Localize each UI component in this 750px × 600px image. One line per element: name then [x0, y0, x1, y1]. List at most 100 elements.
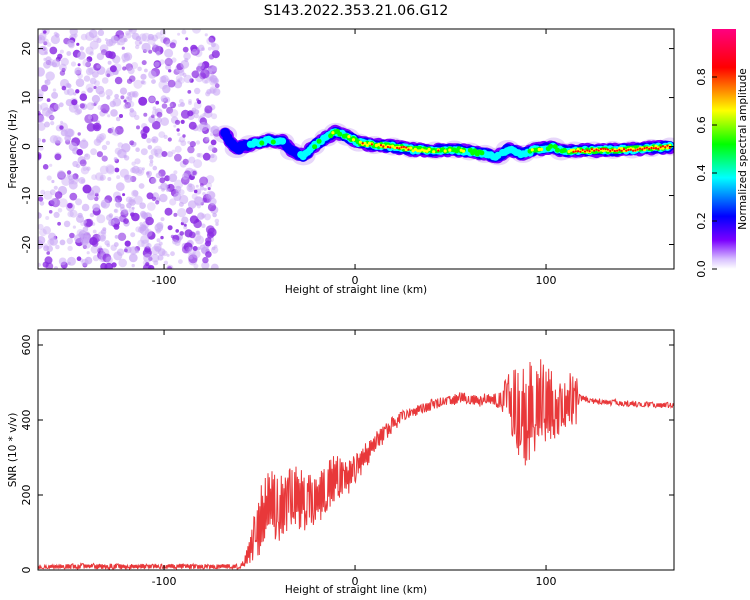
spectrogram-noise-region: [38, 29, 221, 269]
noise-blob: [66, 173, 71, 178]
noise-blob: [140, 73, 147, 80]
noise-blob: [130, 232, 136, 238]
signal-cell: [657, 147, 660, 150]
noise-blob: [128, 29, 137, 34]
noise-blob: [100, 262, 108, 269]
noise-blob: [177, 132, 181, 136]
noise-blob: [74, 70, 78, 75]
signal-cell: [661, 145, 665, 148]
noise-blob: [115, 71, 119, 75]
signal-cell: [648, 147, 651, 150]
noise-blob: [147, 174, 151, 179]
noise-blob: [138, 183, 145, 189]
noise-blob: [42, 226, 51, 235]
noise-blob: [149, 159, 154, 164]
noise-blob: [72, 173, 79, 180]
signal-cell: [316, 138, 322, 144]
signal-cell: [588, 150, 591, 153]
noise-blob: [195, 230, 201, 236]
noise-blob: [91, 185, 101, 195]
noise-blob: [148, 154, 154, 160]
noise-blob: [67, 39, 75, 48]
signal-cell: [659, 146, 662, 149]
signal-cell: [666, 144, 669, 147]
noise-blob: [82, 184, 92, 194]
colorbar-tick-label: 0.8: [695, 68, 708, 86]
signal-cell: [443, 149, 447, 153]
noise-blob: [70, 61, 77, 67]
noise-blob: [148, 95, 156, 104]
noise-blob: [89, 212, 95, 218]
noise-blob: [59, 239, 66, 246]
signal-cell: [402, 145, 405, 148]
noise-blob: [115, 182, 125, 192]
noise-blob: [92, 35, 100, 43]
signal-cell: [361, 142, 364, 145]
noise-blob: [153, 243, 162, 252]
noise-blob: [146, 192, 154, 200]
noise-blob: [38, 122, 46, 131]
noise-blob: [65, 99, 73, 107]
noise-blob: [179, 194, 189, 205]
signal-cell: [561, 147, 567, 153]
snr-ytick-label: 0: [20, 567, 33, 574]
noise-blob: [180, 102, 185, 107]
noise-blob: [141, 42, 151, 52]
spectrogram-ylabel: Frequency (Hz): [7, 109, 19, 188]
noise-blob: [140, 148, 148, 156]
signal-cell: [537, 147, 541, 152]
noise-blob: [174, 80, 183, 89]
noise-blob: [208, 144, 215, 151]
signal-cell: [595, 148, 598, 151]
noise-blob: [158, 185, 162, 190]
signal-cell: [611, 148, 614, 151]
noise-blob: [123, 209, 129, 214]
noise-blob: [133, 195, 143, 205]
noise-blob: [54, 191, 63, 199]
noise-blob: [96, 64, 101, 69]
noise-blob: [99, 165, 109, 175]
noise-blob: [168, 173, 178, 183]
signal-cell: [576, 147, 580, 151]
noise-blob: [181, 245, 190, 254]
noise-blob: [141, 80, 147, 85]
noise-blob: [136, 125, 140, 130]
noise-blob: [99, 133, 107, 140]
noise-blob: [124, 102, 131, 109]
noise-blob: [169, 101, 177, 109]
noise-blob: [76, 256, 82, 262]
noise-blob: [92, 71, 99, 78]
noise-blob: [59, 70, 66, 76]
signal-cell: [581, 148, 584, 151]
noise-blob: [186, 207, 193, 215]
noise-blob: [155, 228, 161, 234]
noise-blob: [113, 197, 119, 203]
noise-blob: [173, 124, 177, 128]
noise-blob: [88, 29, 98, 38]
signal-cell: [427, 147, 431, 152]
noise-blob: [175, 229, 179, 233]
noise-blob: [38, 236, 46, 245]
noise-blob: [119, 87, 128, 95]
noise-blob: [106, 243, 111, 248]
colorbar-tick-label: 0.2: [695, 212, 708, 230]
noise-blob: [144, 68, 148, 73]
noise-blob: [91, 240, 99, 247]
signal-cell: [665, 146, 670, 150]
signal-cell: [620, 147, 624, 151]
noise-blob: [150, 253, 160, 263]
signal-cell: [270, 139, 276, 145]
signal-cell: [622, 149, 626, 153]
noise-blob: [191, 107, 197, 113]
noise-blob: [106, 95, 111, 100]
signal-cell: [620, 149, 623, 152]
noise-blob: [43, 243, 49, 249]
noise-blob: [76, 148, 83, 156]
noise-blob: [164, 48, 174, 58]
noise-blob: [49, 46, 58, 55]
spectrogram-ytick-label: 0: [20, 143, 33, 150]
noise-blob: [105, 50, 113, 59]
noise-blob: [201, 47, 205, 51]
noise-blob: [169, 109, 179, 118]
